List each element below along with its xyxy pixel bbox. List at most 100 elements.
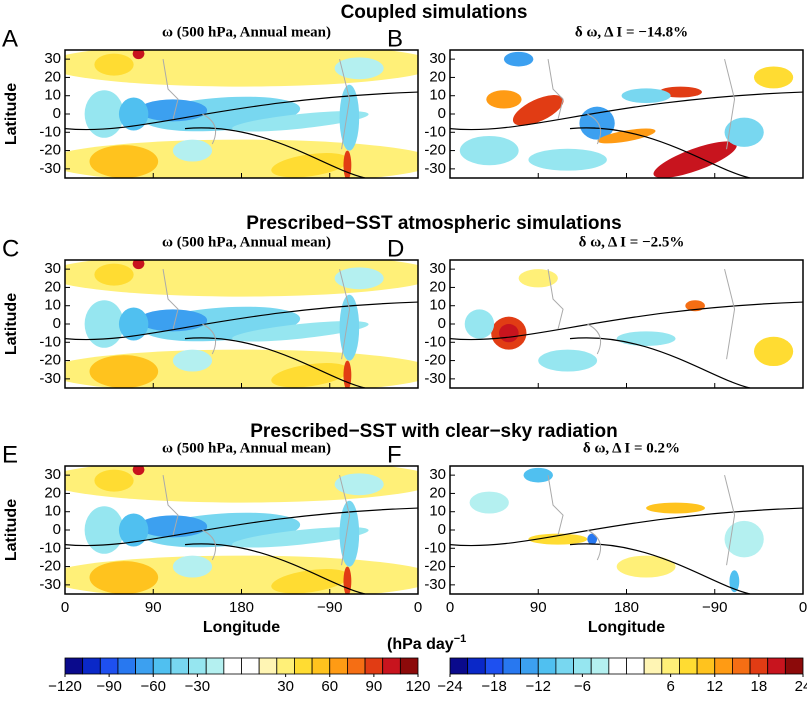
y-tick-label: 10 (429, 503, 446, 520)
section-title: Prescribed−SST with clear−sky radiation (250, 421, 618, 442)
y-tick-label: -30 (39, 370, 61, 387)
colorbar-box (64, 657, 84, 675)
colorbar-box (590, 657, 610, 675)
field-region (232, 111, 369, 132)
field-region (343, 360, 352, 388)
colorbar-box (382, 657, 401, 675)
panel-letter: F (387, 441, 402, 468)
y-tick-label: -10 (424, 333, 446, 350)
unit-exponent: −1 (454, 633, 467, 645)
y-axis-label: Latitude (3, 293, 20, 355)
colorbar-tick-label: 24 (795, 678, 807, 695)
colorbar-box (608, 657, 627, 675)
colorbar-box (484, 657, 504, 675)
colorbar-box (223, 657, 242, 675)
field-region (518, 269, 558, 288)
y-tick-label: 20 (429, 278, 446, 295)
y-tick-label: 10 (44, 503, 61, 520)
field-region (724, 520, 764, 558)
colorbar-tick-label: −90 (96, 678, 121, 695)
coastline (162, 59, 351, 150)
field-region (486, 90, 522, 109)
x-tick-label: 90 (145, 599, 162, 616)
colorbar-box (696, 657, 716, 675)
colorbar-box (520, 657, 539, 675)
coastline (547, 269, 736, 360)
coastline (547, 59, 736, 150)
field-region (753, 336, 794, 367)
colorbar-tick-label: −60 (141, 678, 166, 695)
y-tick-label: 20 (44, 278, 61, 295)
x-tick-label: 0 (446, 599, 454, 616)
x-tick-label: 90 (530, 599, 547, 616)
field-region (65, 50, 418, 87)
contour (184, 337, 366, 388)
x-tick-label: −90 (702, 599, 727, 616)
colorbar-box (135, 657, 154, 675)
map-field (65, 466, 418, 594)
field-region (84, 506, 124, 554)
field-region (271, 363, 350, 388)
section-title: Prescribed−SST atmospheric simulations (246, 213, 621, 234)
field-region (646, 502, 705, 514)
colorbar-box (643, 657, 663, 675)
y-tick-label: 30 (429, 466, 446, 483)
y-tick-label: -20 (39, 558, 61, 575)
panel-title: δ ω, Δ I = −14.8% (575, 24, 688, 40)
y-tick-label: -20 (39, 352, 61, 369)
colorbar-box (276, 657, 295, 675)
y-tick-label: 30 (44, 260, 61, 277)
x-tick-label: 0 (414, 599, 422, 616)
field-region (334, 267, 384, 290)
panel-letter: A (2, 25, 18, 52)
map-field (450, 50, 803, 178)
unit-text: (hPa day (387, 636, 454, 653)
field-region (65, 466, 418, 503)
field-region (132, 466, 145, 476)
x-tick-label: 0 (61, 599, 69, 616)
map-field (450, 260, 803, 388)
y-tick-label: 0 (53, 315, 61, 332)
y-tick-label: -10 (424, 539, 446, 556)
field-region (138, 515, 208, 538)
coastline (162, 269, 351, 360)
colorbar-box (364, 657, 384, 675)
field-region (334, 473, 384, 496)
field-region (587, 533, 598, 545)
y-tick-label: 20 (44, 68, 61, 85)
y-tick-label: -30 (39, 160, 61, 177)
y-tick-label: -10 (424, 123, 446, 140)
field-region (753, 66, 794, 89)
y-tick-label: -20 (424, 558, 446, 575)
field-region (503, 51, 534, 67)
colorbar-box (117, 657, 136, 675)
field-region (597, 128, 656, 144)
field-region (729, 570, 740, 593)
colorbar-tick-label: 6 (666, 678, 674, 695)
x-axis-label: Longitude (588, 619, 665, 636)
field-region (89, 355, 159, 388)
field-region (65, 260, 418, 297)
y-tick-label: 10 (44, 87, 61, 104)
y-tick-label: 20 (429, 484, 446, 501)
y-tick-label: -30 (424, 160, 446, 177)
colorbar-box (573, 657, 592, 675)
panel-title: ω (500 hPa, Annual mean) (162, 24, 331, 40)
contour (450, 301, 803, 341)
contour (450, 91, 803, 131)
field-region (528, 533, 588, 545)
colorbar-tick-label: 120 (405, 678, 430, 695)
panel-title: δ ω, Δ I = 0.2% (583, 440, 680, 456)
contour (569, 127, 751, 178)
field-region (538, 349, 598, 372)
panel-letter: D (387, 235, 404, 262)
field-region (138, 99, 208, 122)
colorbar-tick-label: −18 (481, 678, 506, 695)
colorbar-box (241, 657, 260, 675)
map-field (450, 466, 803, 594)
x-tick-label: 0 (799, 599, 807, 616)
colorbar-box (329, 657, 348, 675)
y-tick-label: -10 (39, 123, 61, 140)
colorbar-tick-label: −120 (48, 678, 82, 695)
